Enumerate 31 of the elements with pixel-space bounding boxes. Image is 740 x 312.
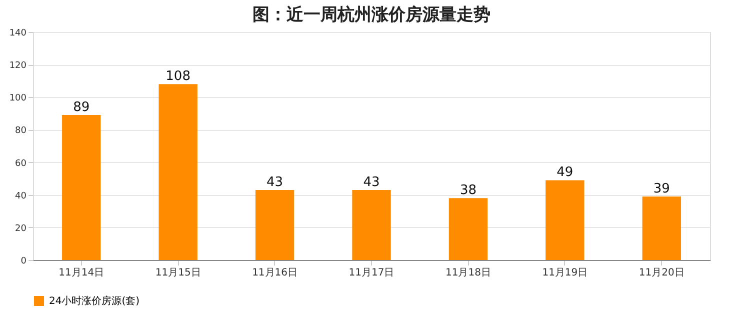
x-tick-label: 11月17日: [348, 268, 394, 278]
y-tick-label: 140: [9, 28, 27, 38]
y-tick-label: 60: [15, 158, 27, 169]
y-tick-label: 0: [20, 256, 27, 266]
data-label: 43: [363, 174, 380, 190]
bar: [158, 84, 198, 260]
y-tick-label: 100: [9, 94, 27, 104]
data-label: 39: [653, 181, 670, 196]
legend-label: 24小时涨价房源(套): [49, 295, 140, 307]
x-tick-label: 11月16日: [252, 268, 298, 278]
y-tick-label: 120: [9, 61, 27, 72]
data-label: 49: [556, 165, 574, 180]
x-tick-label: 11月15日: [155, 268, 201, 278]
x-tick-label: 11月19日: [542, 268, 588, 278]
data-label: 38: [460, 183, 476, 198]
bar: [352, 190, 391, 260]
bar: [642, 196, 681, 260]
y-tick-label: 20: [15, 224, 27, 234]
chart-title: 图：近一周杭州涨价房源量走势: [252, 5, 490, 25]
bar: [546, 180, 584, 260]
bar: [448, 198, 488, 260]
y-tick-label: 40: [15, 191, 27, 202]
x-tick-label: 11月14日: [58, 268, 104, 278]
x-tick-label: 11月18日: [445, 268, 491, 278]
bar: [62, 115, 101, 260]
data-label: 108: [166, 69, 190, 84]
data-label: 43: [266, 174, 284, 190]
data-label: 89: [73, 100, 90, 116]
x-tick-label: 11月20日: [638, 268, 684, 278]
bar: [255, 190, 294, 260]
y-tick-label: 80: [15, 126, 27, 136]
